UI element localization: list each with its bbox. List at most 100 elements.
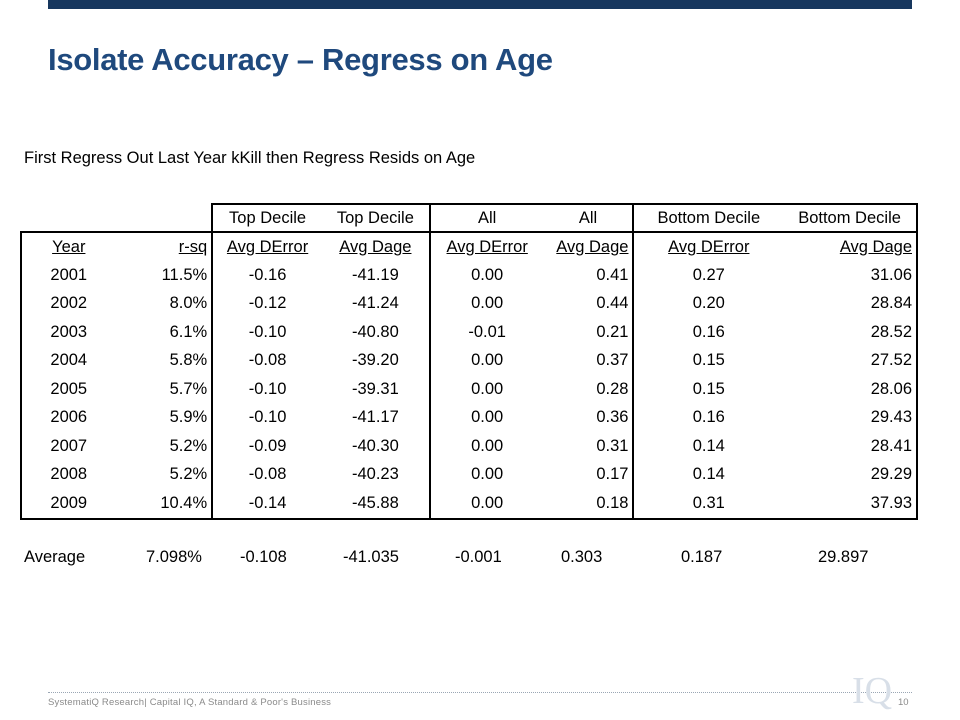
column-header: Avg DError xyxy=(211,231,322,261)
table-cell: -0.09 xyxy=(211,432,322,461)
slide-title: Isolate Accuracy – Regress on Age xyxy=(48,42,553,77)
table-cell: 28.06 xyxy=(783,375,918,404)
table-cell: 5.2% xyxy=(169,436,208,455)
table-cell: 0.16 xyxy=(632,318,784,347)
column-header-label: Avg Dage xyxy=(556,237,629,256)
table-cell: 0.00 xyxy=(428,403,544,432)
table-cell: 5.9% xyxy=(169,408,208,427)
column-header: Avg DError xyxy=(428,231,544,261)
table-cell: 28.84 xyxy=(783,289,918,318)
year-cell: 2001 xyxy=(20,261,116,290)
column-header-row: Year r-sq Avg DError Avg Dage Avg DError… xyxy=(20,231,918,261)
table-row: 2002 8.0% -0.12 -41.24 0.00 0.44 0.20 28.84 xyxy=(20,289,918,318)
table-row: 2001 11.5% -0.16 -41.19 0.00 0.41 0.27 31.06 xyxy=(20,261,918,290)
group-header: Top Decile xyxy=(211,203,322,232)
group-header: All xyxy=(543,203,634,232)
average-value: -41.035 xyxy=(343,548,399,566)
table-cell: 8.0% xyxy=(169,294,208,313)
table-cell: -41.24 xyxy=(351,294,399,313)
table-cell: -40.80 xyxy=(351,322,399,341)
table-row: 2008 5.2% -0.08 -40.23 0.00 0.17 0.14 29.29 xyxy=(20,460,918,489)
table-cell: 6.1% xyxy=(169,322,208,341)
table-cell: -0.14 xyxy=(211,489,322,520)
table-cell: 5.2% xyxy=(169,465,208,484)
table-cell: 0.00 xyxy=(428,261,544,290)
table-cell: 0.21 xyxy=(596,322,629,341)
table-cell: 0.28 xyxy=(596,379,629,398)
footer-divider xyxy=(48,692,912,693)
column-header: Avg DError xyxy=(632,231,784,261)
table-cell: 0.20 xyxy=(632,289,784,318)
column-header-label: Avg DError xyxy=(446,237,528,256)
table-cell: -39.31 xyxy=(351,379,399,398)
table-cell: 0.31 xyxy=(632,489,784,520)
table-cell: 0.00 xyxy=(428,432,544,461)
table-cell: 0.15 xyxy=(632,346,784,375)
year-cell: 2009 xyxy=(20,489,116,520)
table-subtitle: First Regress Out Last Year kKill then R… xyxy=(24,149,476,167)
table-cell: 5.8% xyxy=(169,351,208,370)
table-cell: 29.29 xyxy=(783,460,918,489)
year-cell: 2002 xyxy=(20,289,116,318)
average-value: -0.108 xyxy=(240,548,287,566)
table-cell: 0.36 xyxy=(596,408,629,427)
table-row: 2006 5.9% -0.10 -41.17 0.00 0.36 0.16 29.43 xyxy=(20,403,918,432)
table-cell: 0.00 xyxy=(428,460,544,489)
table-cell: 0.17 xyxy=(596,465,629,484)
table-cell: -40.23 xyxy=(351,465,399,484)
table-cell: -0.10 xyxy=(211,375,322,404)
table-cell: 37.93 xyxy=(783,489,918,520)
table-cell: -0.08 xyxy=(211,460,322,489)
table-row: 2005 5.7% -0.10 -39.31 0.00 0.28 0.15 28.06 xyxy=(20,375,918,404)
table-cell: 0.27 xyxy=(632,261,784,290)
column-header-label: r-sq xyxy=(178,237,208,256)
year-cell: 2007 xyxy=(20,432,116,461)
column-header-label: Avg Dage xyxy=(339,237,412,256)
average-value: -0.001 xyxy=(455,548,502,566)
table-cell: 28.52 xyxy=(783,318,918,347)
table-cell: -41.17 xyxy=(351,408,399,427)
column-header-label: Year xyxy=(52,237,86,256)
table-cell: -0.10 xyxy=(211,403,322,432)
table-cell: 0.00 xyxy=(428,375,544,404)
group-header: All xyxy=(428,203,544,232)
table-row: 2003 6.1% -0.10 -40.80 -0.01 0.21 0.16 28.52 xyxy=(20,318,918,347)
table-cell: -40.30 xyxy=(351,436,399,455)
column-header-label: Avg DError xyxy=(668,237,750,256)
column-header: Year xyxy=(20,231,116,261)
year-cell: 2005 xyxy=(20,375,116,404)
table-cell: 0.31 xyxy=(596,436,629,455)
average-value: 7.098% xyxy=(146,548,202,566)
table-cell: 28.41 xyxy=(783,432,918,461)
table-row: 2009 10.4% -0.14 -45.88 0.00 0.18 0.31 37.93 xyxy=(20,489,918,520)
table-cell: 0.18 xyxy=(543,489,634,520)
regression-table: Top Decile Top Decile All All Bottom Dec… xyxy=(20,203,918,520)
table-cell: 0.41 xyxy=(596,265,629,284)
table-cell: -0.10 xyxy=(211,318,322,347)
average-value: 0.187 xyxy=(681,548,723,566)
table-cell: -0.12 xyxy=(211,289,322,318)
table-cell: 0.00 xyxy=(428,489,544,520)
footer-text: SystematiQ Research| Capital IQ, A Stand… xyxy=(48,697,332,708)
table-cell: -39.20 xyxy=(351,351,399,370)
table-cell: 0.14 xyxy=(632,460,784,489)
column-header-label: Avg DError xyxy=(226,237,309,256)
table-cell: 0.44 xyxy=(596,294,629,313)
table-cell: -41.19 xyxy=(351,265,399,284)
group-header: Top Decile xyxy=(321,203,430,232)
average-value: 29.897 xyxy=(818,548,869,566)
column-header: r-sq xyxy=(115,231,213,261)
table-cell: -0.16 xyxy=(211,261,322,290)
group-header-row: Top Decile Top Decile All All Bottom Dec… xyxy=(21,203,918,232)
year-cell: 2003 xyxy=(20,318,116,347)
year-cell: 2008 xyxy=(20,460,116,489)
table-cell: 0.16 xyxy=(632,403,784,432)
table-cell: 5.7% xyxy=(169,379,208,398)
group-header: Bottom Decile xyxy=(783,203,918,232)
table-cell: 0.37 xyxy=(596,351,629,370)
table-cell: 0.00 xyxy=(428,289,544,318)
table-row: 2004 5.8% -0.08 -39.20 0.00 0.37 0.15 27.52 xyxy=(20,346,918,375)
iq-watermark-logo: IQ xyxy=(852,670,893,712)
table-cell: -45.88 xyxy=(321,489,430,520)
table-cell: 0.00 xyxy=(428,346,544,375)
